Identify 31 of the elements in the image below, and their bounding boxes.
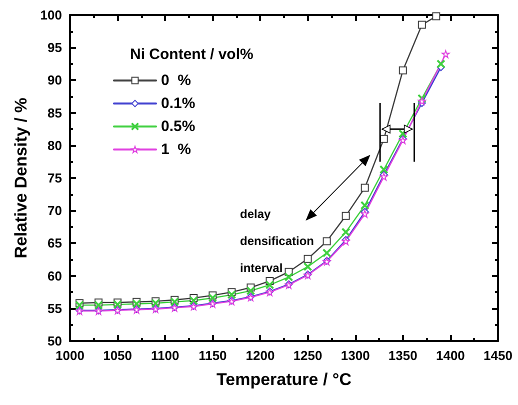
y-axis-title: Relative Density / % [11,98,30,258]
x-tick-label: 1000 [56,348,84,363]
legend-label: 1 % [161,141,192,158]
legend-label: 0.1% [161,95,196,112]
annotation: interval [240,261,283,275]
annotation: delay [240,207,272,221]
y-tick-label: 50 [48,334,62,348]
x-tick-label: 1050 [103,348,132,363]
y-tick-label: 60 [48,268,62,284]
y-tick-label: 75 [48,170,62,186]
y-tick-label: 95 [48,40,62,56]
y-tick-label: 65 [48,236,62,251]
x-tick-label: 1150 [198,348,227,363]
legend-label: 0 % [161,72,192,89]
x-tick-label: 1300 [340,348,370,363]
x-tick-label: 1400 [436,348,465,363]
y-tick-label: 100 [40,8,62,22]
y-tick-label: 80 [48,138,62,153]
x-tick-label: 1100 [151,348,180,363]
legend-label: 0.5% [161,118,196,135]
y-tick-label: 70 [48,203,62,218]
y-tick-label: 85 [48,105,62,120]
annotation: densification [240,234,314,248]
x-tick-label: 1450 [484,348,512,363]
x-axis-title: Temperature / °C [216,370,352,389]
legend-title: Ni Content / vol% [130,46,254,63]
y-tick-label: 90 [48,72,62,88]
x-tick-label: 1250 [293,348,322,363]
x-tick-label: 1200 [246,348,275,363]
x-tick-label: 1350 [388,348,418,363]
y-tick-label: 55 [48,300,62,316]
